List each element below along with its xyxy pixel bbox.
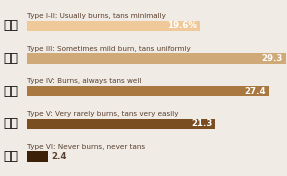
Text: 👏🏽: 👏🏽 (3, 85, 18, 98)
Text: 27.4: 27.4 (245, 87, 266, 96)
Text: 👏🏻: 👏🏻 (3, 19, 18, 32)
Text: 👏🏿: 👏🏿 (3, 150, 18, 163)
Text: 👏🏾: 👏🏾 (3, 117, 18, 130)
Bar (27, 151, 48, 162)
Text: Type I-II: Usually burns, tans minimally: Type I-II: Usually burns, tans minimally (27, 13, 166, 19)
Bar (27, 21, 200, 31)
Text: 21.3: 21.3 (191, 120, 212, 128)
Text: Type V: Very rarely burns, tans very easily: Type V: Very rarely burns, tans very eas… (27, 111, 179, 117)
Text: 19.6%: 19.6% (167, 21, 197, 30)
Text: 2.4: 2.4 (51, 152, 67, 161)
Text: Type IV: Burns, always tans well: Type IV: Burns, always tans well (27, 78, 141, 84)
Text: 👏🏼: 👏🏼 (3, 52, 18, 65)
Text: Type III: Sometimes mild burn, tans uniformly: Type III: Sometimes mild burn, tans unif… (27, 46, 191, 52)
Bar (27, 86, 269, 96)
Bar (27, 119, 215, 129)
Text: Type VI: Never burns, never tans: Type VI: Never burns, never tans (27, 144, 145, 150)
Bar (27, 53, 286, 64)
Text: 29.3: 29.3 (261, 54, 283, 63)
